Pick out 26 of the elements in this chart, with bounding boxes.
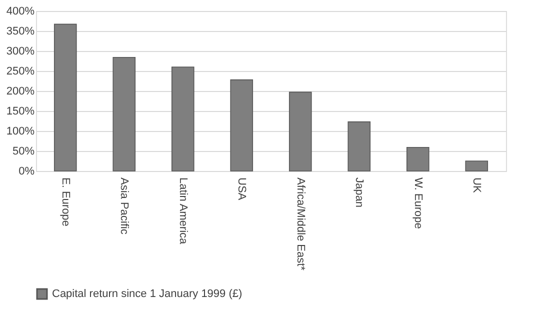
x-tick-label: Asia Pacific [118,178,130,235]
bar [54,24,77,172]
y-tick-label: 50% [12,146,35,158]
x-tick-label: E. Europe [59,178,72,226]
x-tick-label: Latin America [176,178,189,246]
bar [171,66,194,172]
bar [465,160,488,172]
y-tick-label: 250% [6,66,35,78]
bar [230,79,254,172]
y-tick-label: 200% [6,86,35,98]
bar [348,121,371,172]
y-tick-label: 350% [6,26,35,38]
y-tick-label: 400% [6,6,35,18]
y-tick-label: 100% [6,126,35,138]
x-tick-label: UK [470,178,483,194]
y-tick-label: 150% [6,106,35,118]
x-tick-label: USA [236,178,248,201]
y-tick-label: 0% [18,166,35,178]
x-tick-label: Africa/Middle East* [294,178,306,272]
legend-label: Capital return since 1 January 1999 (£) [52,288,242,300]
x-tick-label: Japan [353,178,366,208]
bar [406,147,430,172]
y-tick-label: 300% [6,46,35,58]
x-tick-label: W. Europe [412,178,424,229]
bar [288,92,312,172]
bar [112,57,136,172]
